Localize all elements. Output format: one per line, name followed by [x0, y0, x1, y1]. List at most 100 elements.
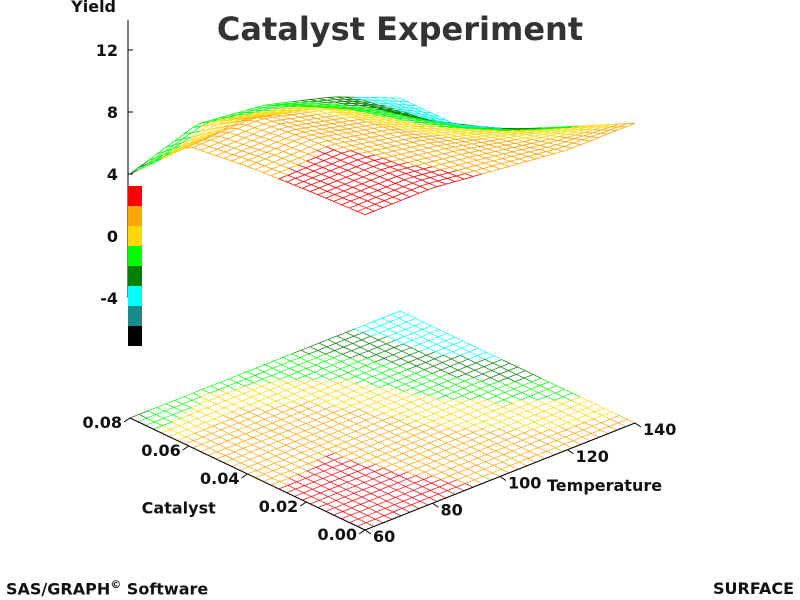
- surface-grid-line: [351, 145, 360, 150]
- floor-grid-line: [209, 392, 218, 398]
- surface-grid-line: [410, 124, 419, 128]
- surface-grid-line: [300, 112, 309, 117]
- floor-grid-line: [466, 421, 475, 426]
- surface-grid-line: [384, 196, 394, 202]
- floor-grid-line: [191, 396, 201, 401]
- floor-grid-line: [479, 395, 488, 400]
- surface-grid-line: [558, 133, 568, 137]
- surface-grid-line: [370, 115, 379, 119]
- floor-grid-line: [526, 417, 535, 423]
- surface-grid-line: [438, 122, 447, 126]
- floor-grid-line: [312, 488, 321, 494]
- floor-grid-line: [194, 432, 203, 438]
- surface-grid-line: [331, 159, 341, 165]
- surface-grid-line: [263, 172, 272, 177]
- surface-grid-line: [180, 143, 189, 147]
- surface-grid-line: [398, 114, 407, 118]
- floor-grid-line: [272, 364, 282, 369]
- floor-grid-line: [308, 408, 317, 413]
- surface-grid-line: [286, 181, 295, 186]
- surface-grid-line: [363, 132, 373, 135]
- surface-grid-line: [288, 124, 298, 128]
- surface-grid-line: [431, 134, 441, 137]
- floor-grid-line: [434, 354, 444, 360]
- floor-grid-line: [397, 482, 406, 487]
- floor-grid-line: [418, 457, 428, 462]
- floor-grid-line: [311, 383, 322, 388]
- floor-grid-line: [323, 368, 332, 373]
- surface-grid-line: [416, 157, 427, 161]
- floor-grid-line: [388, 328, 397, 334]
- floor-grid-line: [369, 442, 380, 447]
- floor-grid-line: [403, 445, 412, 451]
- surface-grid-line: [403, 120, 412, 123]
- floor-grid-line: [252, 440, 262, 446]
- floor-grid-line: [422, 431, 431, 436]
- surface-grid-line: [396, 136, 405, 140]
- floor-grid-line: [369, 339, 379, 344]
- x-tick-label: 120: [576, 447, 609, 466]
- surface-grid-line: [562, 147, 573, 152]
- floor-grid-line: [489, 384, 498, 390]
- surface-grid-line: [402, 148, 411, 153]
- floor-grid-line: [363, 324, 372, 330]
- surface-grid-line: [502, 131, 511, 133]
- surface-grid-line: [440, 134, 450, 136]
- floor-grid-line: [278, 386, 287, 391]
- surface-grid-line: [404, 179, 413, 184]
- z-tick-label: 8: [107, 103, 118, 122]
- surface-grid-line: [444, 127, 453, 131]
- surface-grid-line: [546, 151, 555, 155]
- floor-grid-line: [514, 436, 523, 441]
- floor-grid-line: [339, 474, 349, 479]
- floor-grid-line: [291, 349, 302, 355]
- surface-grid-line: [240, 153, 250, 158]
- surface-grid-line: [388, 172, 397, 177]
- floor-grid-line: [397, 321, 407, 326]
- floor-grid-line: [377, 445, 387, 451]
- floor-grid-line: [478, 348, 487, 353]
- floor-grid-line: [283, 401, 293, 406]
- surface-grid-line: [347, 128, 356, 132]
- surface-grid-line: [327, 138, 337, 142]
- floor-grid-line: [313, 481, 322, 487]
- floor-grid-line: [402, 394, 412, 400]
- floor-grid-line: [214, 418, 223, 423]
- surface-grid-line: [341, 150, 351, 154]
- floor-grid-line: [193, 436, 203, 441]
- floor-grid-line: [201, 443, 210, 449]
- floor-grid-line: [382, 475, 391, 480]
- floor-grid-line: [385, 350, 394, 356]
- surface-grid-line: [383, 124, 392, 128]
- floor-grid-line: [500, 362, 510, 368]
- floor-grid-line: [484, 410, 494, 415]
- floor-grid-line: [401, 460, 410, 465]
- surface-grid-line: [528, 153, 538, 157]
- floor-grid-line: [298, 360, 308, 366]
- floor-grid-line: [358, 463, 367, 469]
- surface-grid-line: [340, 121, 349, 126]
- floor-grid-line: [245, 429, 255, 435]
- floor-grid-line: [280, 368, 290, 373]
- surface-grid-line: [571, 144, 582, 149]
- floor-grid-line: [345, 386, 354, 392]
- surface-grid-line: [359, 146, 369, 150]
- floor-grid-line: [548, 436, 557, 441]
- chart-title: Catalyst Experiment: [216, 10, 584, 48]
- surface-grid-line: [537, 151, 547, 155]
- surface-grid-line: [324, 119, 334, 122]
- surface-grid-line: [385, 108, 394, 112]
- floor-grid-line: [394, 500, 404, 506]
- floor-grid-line: [223, 458, 234, 464]
- surface-grid-line: [216, 155, 225, 159]
- floor-grid-line: [467, 464, 477, 470]
- surface-grid-line: [403, 143, 412, 148]
- surface-grid-line: [351, 116, 360, 120]
- surface-grid-line: [300, 99, 311, 102]
- surface-grid-line: [337, 180, 346, 185]
- floor-grid-line: [619, 415, 628, 420]
- x-axis-tick: [499, 476, 507, 481]
- surface-grid-line: [432, 163, 442, 167]
- floor-grid-line: [310, 390, 320, 395]
- surface-grid-line: [315, 120, 325, 123]
